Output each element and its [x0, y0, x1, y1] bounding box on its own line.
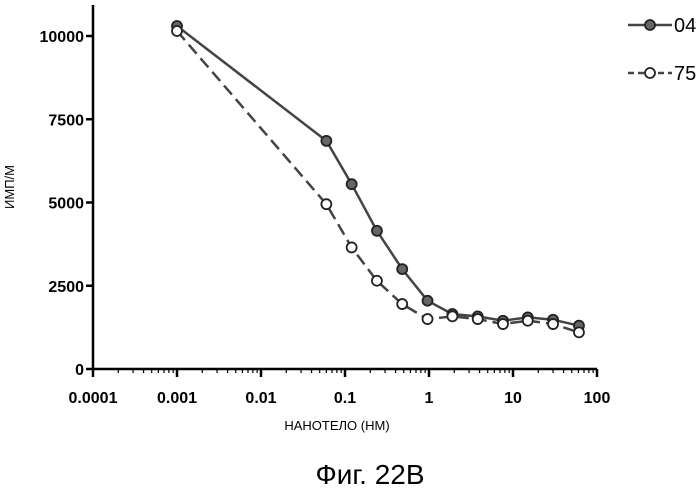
x-tick-label: 0.0001 [69, 390, 118, 407]
legend: 04 75 [628, 15, 696, 85]
x-tick-label: 100 [584, 390, 611, 407]
x-tick-label: 1 [425, 390, 434, 407]
data-point [171, 25, 183, 37]
legend-marker-75 [644, 67, 656, 79]
x-tick-label: 0.001 [157, 390, 197, 407]
data-point [345, 178, 358, 191]
data-point [421, 313, 434, 325]
data-point [396, 298, 409, 310]
x-ticks: 0.0001 0.001 0.01 0.1 1 10 100 [69, 369, 611, 407]
y-axis-label: ИМП/М [2, 165, 17, 209]
data-point [371, 274, 383, 287]
data-point [446, 310, 459, 323]
data-point [421, 294, 434, 307]
x-axis-label: НАНОТЕЛО (НМ) [284, 418, 389, 433]
x-tick-label: 10 [504, 390, 522, 407]
legend-label-04: 04 [674, 15, 696, 37]
y-tick-label: 0 [75, 362, 84, 379]
y-ticks: 0 2500 5000 7500 10000 [40, 29, 93, 379]
figure-caption: Фиг. 22В [315, 459, 424, 490]
legend-label-75: 75 [674, 63, 696, 85]
data-point [471, 313, 484, 325]
data-point [396, 263, 409, 276]
x-tick-label: 0.1 [334, 390, 356, 407]
data-point [547, 318, 559, 330]
legend-marker-04 [644, 19, 656, 31]
y-tick-label: 10000 [40, 29, 85, 46]
data-point [497, 318, 509, 330]
data-point [371, 224, 383, 237]
data-point [345, 241, 358, 254]
data-point [573, 326, 585, 339]
series-line-75 [176, 30, 580, 334]
y-tick-label: 2500 [48, 279, 84, 296]
series-layer [171, 20, 585, 339]
y-tick-label: 7500 [48, 112, 84, 129]
x-tick-label: 0.01 [245, 390, 276, 407]
y-tick-label: 5000 [48, 196, 84, 213]
data-point [320, 134, 333, 147]
data-point [320, 198, 333, 211]
data-point [521, 314, 534, 327]
